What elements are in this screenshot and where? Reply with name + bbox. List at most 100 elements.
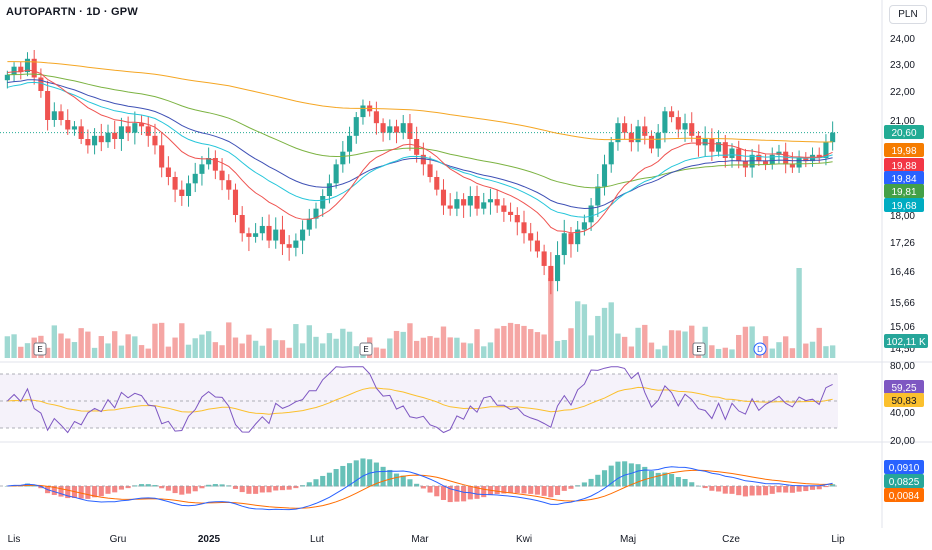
candle-body [266, 225, 272, 241]
volume-bar [568, 328, 574, 358]
price-tick: 23,00 [890, 60, 915, 71]
volume-bar [749, 326, 755, 358]
candle-body [541, 251, 547, 266]
macd-histogram-bar [776, 486, 782, 493]
macd-label: 0,0825 [889, 477, 920, 488]
volume-bar [91, 347, 98, 358]
volume-bar [420, 337, 427, 358]
volume-bar [655, 349, 661, 358]
macd-histogram-bar [320, 475, 326, 487]
candle-body [601, 164, 608, 187]
macd-histogram-bar [266, 486, 272, 493]
candle-body [118, 126, 124, 139]
symbol-title[interactable]: AUTOPARTN · 1D · GPW [6, 6, 138, 18]
chart-grid [0, 0, 932, 528]
macd-histogram-bar [185, 486, 192, 494]
rsi-label-box [884, 393, 924, 407]
macd-histogram-bar [387, 469, 393, 487]
candle-body [353, 117, 359, 136]
earnings-marker [359, 342, 373, 356]
candle-body [58, 111, 64, 120]
macd-histogram-bar [65, 486, 71, 499]
macd-histogram-bar [172, 486, 178, 494]
candle-body [346, 135, 353, 152]
macd-histogram-bar [548, 486, 554, 498]
rsi-pane[interactable] [0, 366, 838, 434]
time-tick: Gru [110, 534, 127, 545]
candle-body [635, 126, 641, 143]
macd-histogram-bar [118, 486, 124, 490]
candle-body [159, 145, 165, 168]
currency-button[interactable]: PLN [889, 5, 927, 24]
candle-body [783, 151, 789, 165]
macd-histogram-bar [92, 486, 98, 498]
macd-histogram-bar [51, 486, 57, 495]
volume-bar [581, 304, 588, 358]
candle-body [568, 233, 574, 245]
candle-body [548, 265, 554, 282]
volume-bar [313, 336, 319, 358]
candle-body [675, 117, 681, 130]
candle-body [393, 126, 400, 133]
macd-histogram-bar [105, 486, 111, 494]
candle-body [165, 167, 171, 177]
macd-histogram-bar [414, 483, 420, 487]
candle-body [212, 158, 218, 171]
volume-bars [4, 268, 836, 358]
price-axis[interactable]: 24,00 23,00 22,00 21,00 18,00 17,26 16,46 15,66… [884, 34, 928, 502]
macd-histogram-bar [622, 461, 628, 487]
volume-bar [273, 340, 279, 358]
macd-histogram-bar [615, 461, 621, 487]
macd-histogram-bar [152, 485, 158, 487]
macd-histogram-bar [588, 478, 594, 487]
macd-histogram-bar [138, 484, 145, 487]
candle-body [823, 142, 829, 158]
volume-bar [635, 327, 641, 358]
time-tick: Mar [411, 534, 429, 545]
macd-histogram-bar [434, 486, 440, 497]
candle-body [769, 154, 775, 165]
rsi-label-box [884, 380, 924, 394]
volume-bar [621, 336, 628, 358]
macd-histogram-bar [454, 486, 460, 502]
volume-bar [333, 338, 339, 358]
candle-body [420, 154, 426, 165]
macd-histogram-bar [608, 465, 614, 487]
candle-body [561, 233, 567, 256]
volume-bar [71, 342, 78, 358]
volume-bar [78, 328, 84, 358]
macd-histogram-bar [212, 484, 218, 487]
volume-bar [574, 301, 581, 358]
macd-histogram-bar [481, 486, 487, 498]
candle-body [239, 215, 245, 234]
volume-bar [252, 340, 259, 358]
volume-bar [98, 336, 104, 358]
time-tick: Lut [310, 534, 324, 545]
macd-histogram-bar [742, 486, 748, 497]
candle-body [71, 126, 78, 130]
macd-histogram-bar [769, 486, 775, 494]
candle-body [112, 132, 118, 139]
volume-bar [185, 344, 192, 358]
volume-bar [152, 323, 158, 358]
candle-body [662, 111, 668, 133]
time-axis[interactable]: Lis Gru 2025 Lut Mar Kwi Maj Cze Lip [8, 534, 846, 545]
volume-bar [165, 346, 172, 358]
candle-body [474, 196, 480, 209]
volume-bar [306, 325, 312, 358]
volume-bar [642, 324, 648, 358]
macd-line [7, 466, 833, 511]
price-label: 19,98 [891, 146, 916, 157]
macd-histogram-bar [729, 486, 735, 494]
macd-histogram-bar [823, 486, 829, 488]
macd-pane[interactable] [0, 458, 838, 511]
candlesticks[interactable] [0, 49, 838, 295]
time-tick: Kwi [516, 534, 532, 545]
volume-bar [595, 315, 601, 358]
candle-body [414, 139, 420, 155]
macd-label: 0,0084 [889, 491, 920, 502]
volume-bar [668, 330, 675, 358]
rsi-tick: 80,00 [890, 361, 915, 372]
